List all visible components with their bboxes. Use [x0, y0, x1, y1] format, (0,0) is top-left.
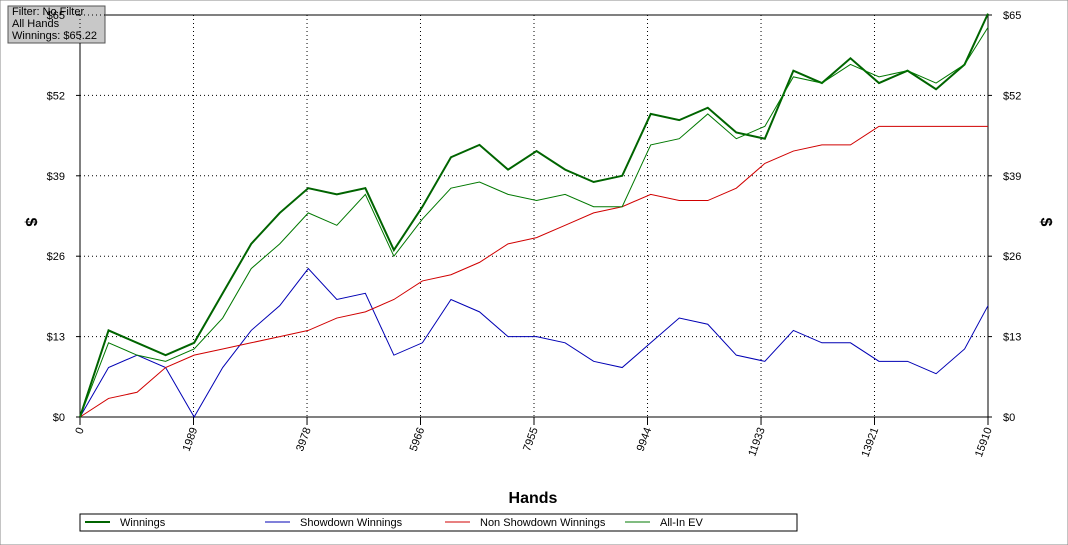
info-box [7, 5, 106, 44]
y2-tick-label: $13 [1003, 332, 1021, 344]
y2-tick-label: $65 [1003, 10, 1021, 22]
series-line [79, 27, 989, 418]
legend-label: All-In EV [660, 517, 703, 529]
series-line [79, 13, 989, 418]
y2-tick-label: $39 [1003, 171, 1021, 183]
y-tick-label: $52 [47, 90, 65, 102]
y2-tick-label: $0 [1003, 412, 1015, 424]
legend-label: Showdown Winnings [300, 517, 403, 529]
legend-label: Winnings [120, 517, 166, 529]
y2-tick-label: $26 [1003, 251, 1021, 263]
y-tick-label: $13 [47, 332, 65, 344]
info-line: All Hands [12, 18, 60, 30]
y-tick-label: $39 [47, 171, 65, 183]
y-tick-label: $0 [53, 412, 65, 424]
y-tick-label: $65 [47, 10, 65, 22]
series-line [79, 267, 989, 419]
series-line [79, 125, 988, 418]
x-tick-label: 0 [73, 426, 86, 436]
x-axis-label: Hands [509, 490, 558, 507]
legend [79, 513, 798, 532]
y2-axis-label: $ [1037, 218, 1054, 227]
y-tick-label: $26 [47, 251, 65, 263]
info-line: Winnings: $65.22 [12, 30, 97, 42]
y2-tick-label: $52 [1003, 90, 1021, 102]
legend-label: Non Showdown Winnings [480, 517, 606, 529]
y-axis-label: $ [22, 218, 39, 227]
info-line: Filter: No Filter [12, 6, 84, 18]
